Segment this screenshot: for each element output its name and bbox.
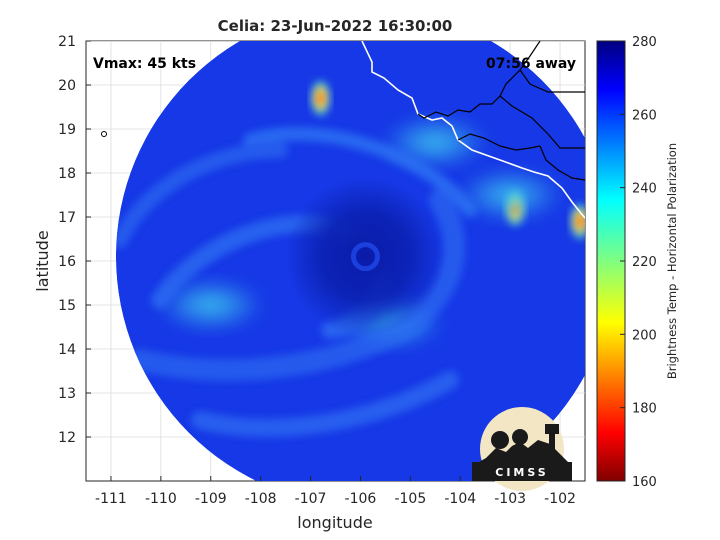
y-tick-label: 17 (58, 210, 76, 226)
vmax-annotation: Vmax: 45 kts (93, 56, 196, 72)
colorbar-tick-label: 220 (632, 255, 657, 270)
x-tick-label: -109 (195, 491, 227, 507)
hot-spot (309, 78, 332, 118)
y-tick-label: 16 (58, 254, 76, 270)
y-axis-label: latitude (33, 230, 52, 291)
cimss-logo: CIMSS (472, 407, 572, 491)
x-tick-label: -104 (444, 491, 476, 507)
colorbar-tick-label: 260 (632, 108, 657, 123)
swath (101, 41, 585, 481)
coastline (361, 41, 585, 219)
logo-silhouette (472, 440, 572, 466)
y-tick-label: 20 (58, 78, 76, 94)
time-away-annotation: 07:56 away (486, 56, 576, 72)
colorbar-tick-label: 240 (632, 182, 657, 197)
warm-band (157, 278, 264, 332)
x-axis: -111 -110 -109 -108 -107 -106 -105 -104 -103 -102 (95, 476, 576, 507)
x-tick-label: -105 (394, 491, 426, 507)
x-axis-label: longitude (297, 513, 372, 532)
y-axis: 12 13 14 15 16 17 18 19 20 21 (58, 34, 91, 446)
colorbar-tick-label: 200 (632, 328, 657, 343)
y-tick-label: 18 (58, 166, 76, 182)
y-tick-label: 13 (58, 386, 76, 402)
coastline (417, 41, 585, 181)
storm-eye (350, 242, 380, 272)
y-tick-label: 14 (58, 342, 76, 358)
island (101, 131, 107, 137)
colorbar-tick-label: 280 (632, 35, 657, 50)
water-tower-icon (545, 424, 559, 434)
x-tick-label: -102 (544, 491, 576, 507)
y-tick-label: 12 (58, 430, 76, 446)
satellite-dish-icon (491, 431, 509, 449)
warm-band (456, 168, 564, 222)
x-tick-label: -108 (245, 491, 277, 507)
colorbar-tick-label: 160 (632, 475, 657, 490)
colorbar-ticks: 160 180 200 220 240 260 280 (620, 35, 657, 490)
x-tick-label: -103 (494, 491, 526, 507)
water-tower-icon (549, 434, 555, 452)
hot-spot (568, 201, 585, 241)
x-tick-label: -107 (295, 491, 327, 507)
colorbar-tick-label: 180 (632, 402, 657, 417)
storm-core (285, 176, 446, 337)
y-tick-label: 15 (58, 298, 76, 314)
x-tick-label: -111 (95, 491, 127, 507)
logo-text: CIMSS (495, 466, 548, 479)
x-tick-label: -106 (345, 491, 377, 507)
chart-title: Celia: 23-Jun-2022 16:30:00 (218, 17, 453, 35)
y-tick-label: 21 (58, 34, 76, 50)
logo-bar (472, 462, 572, 481)
x-tick-label: -110 (145, 491, 177, 507)
y-tick-label: 19 (58, 122, 76, 138)
satellite-dish-icon (512, 429, 528, 445)
colorbar-label: Brightness Temp - Horizontal Polarizatio… (665, 143, 679, 379)
colorbar: 160 180 200 220 240 260 280 Brightness Temp - … (596, 35, 679, 490)
